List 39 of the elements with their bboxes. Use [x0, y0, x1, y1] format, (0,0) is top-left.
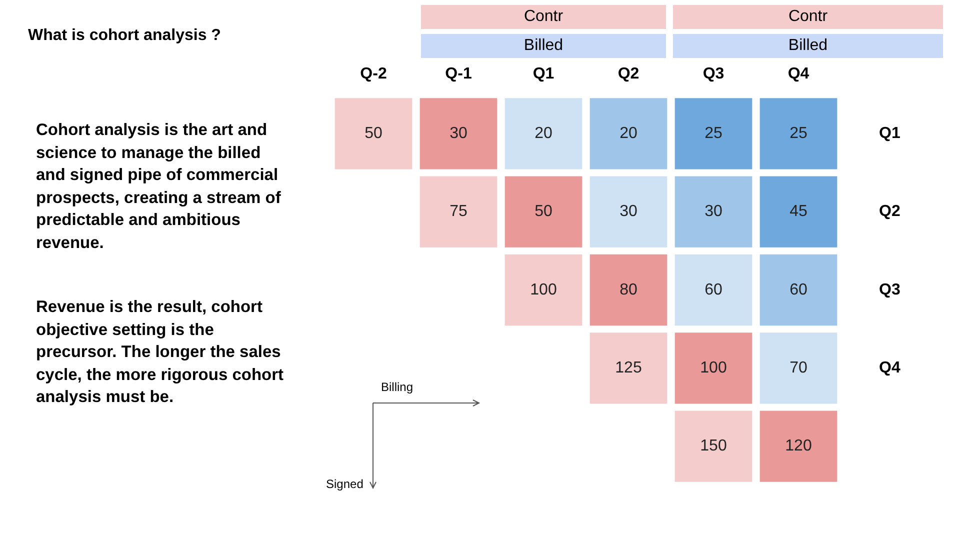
x-tick-label: Q2 [618, 65, 640, 82]
text: Revenue is the result, cohort objective setting is the precursor. The longer the sales cycle, the more rigorous cohort analysis must be. [36, 297, 284, 408]
data-label: 25 [790, 125, 808, 142]
data-label: 70 [790, 360, 808, 377]
data-label: 75 [450, 203, 468, 220]
data-label: 20 [534, 125, 552, 142]
y-tick-label: Q4 [879, 360, 900, 377]
text: What is cohort analysis ? [28, 27, 221, 45]
data-label: 45 [790, 203, 808, 220]
text: Contr [421, 5, 666, 29]
data-label: 80 [620, 281, 638, 298]
data-label: 60 [704, 281, 722, 298]
data-label: 25 [704, 125, 722, 142]
data-label: 100 [530, 281, 557, 298]
x-tick-label: Q-2 [360, 65, 387, 82]
data-label: 20 [620, 125, 638, 142]
data-label: 30 [450, 125, 468, 142]
data-label: 50 [534, 203, 552, 220]
annotation: Billing [381, 380, 414, 394]
y-tick-label: Q1 [879, 125, 900, 142]
annotation: Signed [326, 477, 364, 491]
x-tick-label: Q1 [532, 65, 554, 82]
data-label: 120 [785, 438, 812, 455]
data-label: 100 [700, 360, 727, 377]
data-label: 125 [615, 360, 642, 377]
text: Contr [673, 5, 943, 29]
x-tick-label: Q-1 [445, 65, 472, 82]
data-label: 60 [790, 281, 808, 298]
text: Billed [673, 34, 943, 58]
y-tick-label: Q3 [879, 281, 900, 298]
data-label: 30 [620, 203, 638, 220]
text: Cohort analysis is the art and science to manage the billed and signed pipe of commercial prospects, creating a stream of predictable and ambitious revenue. [36, 120, 282, 254]
data-label: 150 [700, 438, 727, 455]
data-label: 50 [364, 125, 382, 142]
x-tick-label: Q4 [788, 65, 810, 82]
data-label: 30 [704, 203, 722, 220]
x-tick-label: Q3 [702, 65, 724, 82]
y-tick-label: Q2 [879, 203, 900, 220]
text: Billed [421, 34, 666, 58]
